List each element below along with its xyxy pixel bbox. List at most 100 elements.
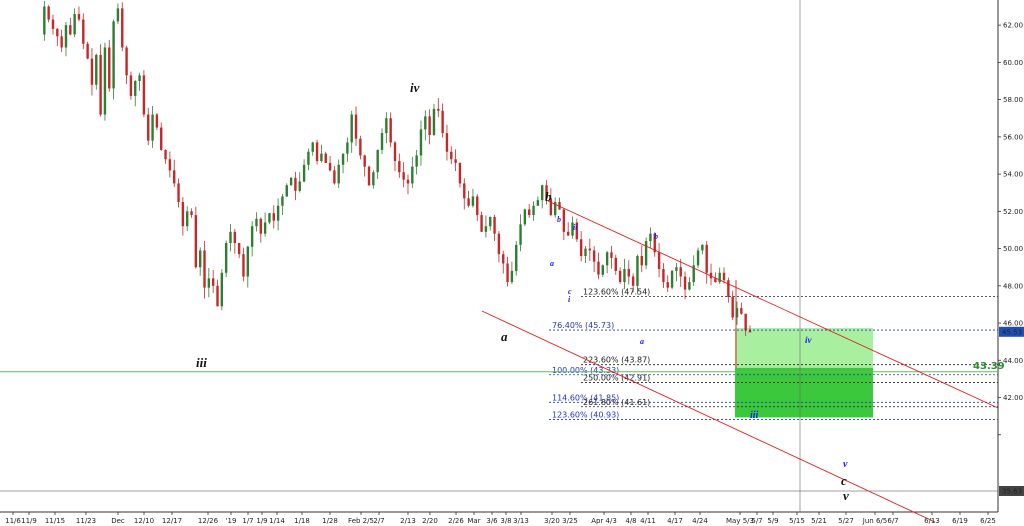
candle-body bbox=[337, 164, 340, 184]
candle-body bbox=[428, 116, 431, 135]
candle-body bbox=[220, 272, 224, 307]
candle-body bbox=[194, 215, 198, 268]
x-tick-label: 5/7 bbox=[751, 517, 762, 525]
candle-body bbox=[121, 8, 124, 48]
x-tick-label: 11/6 bbox=[5, 517, 21, 525]
candle-body bbox=[90, 58, 94, 85]
candle-body bbox=[662, 269, 665, 283]
candle-body bbox=[579, 239, 583, 257]
wave-label: a bbox=[550, 259, 554, 268]
candle-body bbox=[294, 177, 297, 191]
candle-body bbox=[493, 216, 496, 234]
candle-body bbox=[445, 133, 449, 152]
candle-body bbox=[644, 241, 648, 266]
candle-body bbox=[566, 231, 570, 236]
candle-body bbox=[233, 231, 237, 243]
x-tick-label: Jun 6/5 bbox=[862, 517, 887, 525]
candle-body bbox=[540, 185, 544, 201]
fib-label: 123.60% (47.54) bbox=[583, 287, 650, 296]
candle-body bbox=[683, 276, 687, 290]
x-tick-label: '19 bbox=[226, 517, 237, 525]
channel-upper-line bbox=[547, 200, 999, 409]
candle-body bbox=[740, 308, 743, 314]
candle-body bbox=[592, 250, 596, 262]
candle-body bbox=[696, 250, 700, 266]
candle-body bbox=[333, 170, 336, 184]
candle-body bbox=[203, 250, 206, 288]
candle-body bbox=[675, 267, 678, 271]
candle-body bbox=[549, 198, 553, 216]
candle-body bbox=[618, 270, 622, 283]
candle-body bbox=[129, 75, 133, 96]
x-tick-label: 6/19 bbox=[952, 517, 968, 525]
candle-body bbox=[506, 263, 509, 283]
candle-body bbox=[263, 222, 267, 234]
candle-body bbox=[229, 231, 232, 243]
x-tick-label: 1/9 bbox=[256, 517, 267, 525]
y-tick-label: 58.00 bbox=[1003, 96, 1023, 104]
candle-body bbox=[523, 209, 527, 225]
candle-body bbox=[190, 211, 193, 216]
candle-body bbox=[467, 198, 470, 206]
wave-label: b bbox=[654, 232, 658, 241]
candle-body bbox=[177, 183, 180, 203]
candle-body bbox=[142, 75, 146, 115]
candle-body bbox=[558, 202, 561, 210]
last-price-label: 45.53 bbox=[1002, 328, 1022, 336]
candle-body bbox=[502, 254, 505, 264]
candle-body bbox=[718, 272, 721, 283]
x-tick-label: 3/13 bbox=[513, 517, 529, 525]
candle-body bbox=[575, 222, 579, 240]
candle-body bbox=[376, 149, 379, 173]
candle-body bbox=[359, 138, 362, 156]
x-tick-label: 4/11 bbox=[640, 517, 656, 525]
x-tick-label: 6/13 bbox=[924, 517, 940, 525]
candle-body bbox=[268, 213, 271, 223]
candle-body bbox=[484, 226, 488, 232]
target-zone-upper bbox=[735, 328, 873, 368]
candle-body bbox=[108, 47, 111, 89]
candle-body bbox=[489, 216, 492, 227]
candle-body bbox=[380, 133, 384, 150]
candle-body bbox=[432, 108, 436, 135]
candle-body bbox=[298, 181, 301, 191]
y-tick-label: 44.00 bbox=[1003, 357, 1023, 365]
candle-body bbox=[393, 142, 397, 162]
wave-label: v bbox=[843, 488, 849, 503]
candle-body bbox=[125, 47, 128, 76]
wave-label: iv bbox=[410, 80, 420, 95]
x-tick-label: 5/15 bbox=[789, 517, 805, 525]
x-tick-label: 4/24 bbox=[692, 517, 708, 525]
x-tick-label: 11/15 bbox=[45, 517, 65, 525]
x-tick-label: 1/7 bbox=[242, 517, 253, 525]
candle-body bbox=[571, 222, 574, 236]
x-tick-label: 3/20 bbox=[544, 517, 560, 525]
candle-body bbox=[666, 282, 669, 288]
candle-body bbox=[458, 162, 462, 184]
y-tick-label: 62.00 bbox=[1003, 22, 1023, 30]
candle-body bbox=[363, 155, 366, 167]
candle-body bbox=[198, 250, 202, 268]
wave-label: iv bbox=[805, 335, 813, 345]
candle-body bbox=[181, 202, 185, 227]
candle-body bbox=[64, 25, 68, 48]
candle-body bbox=[211, 278, 215, 286]
fib-label: 123.60% (40.93) bbox=[552, 410, 619, 419]
x-tick-label: 1/28 bbox=[322, 517, 338, 525]
candle-body bbox=[701, 244, 704, 251]
candle-body bbox=[185, 211, 189, 227]
candle-body bbox=[47, 6, 50, 20]
candle-body bbox=[116, 8, 120, 22]
y-tick-label: 54.00 bbox=[1003, 171, 1023, 179]
candle-body bbox=[272, 213, 275, 221]
candle-body bbox=[415, 155, 418, 167]
candle-body bbox=[289, 177, 293, 186]
candle-body bbox=[605, 252, 609, 266]
candle-body bbox=[367, 166, 371, 186]
x-tick-label: 2/7 bbox=[373, 517, 384, 525]
candle-body bbox=[324, 153, 327, 163]
wave-label: a bbox=[501, 329, 508, 344]
candle-body bbox=[164, 149, 167, 160]
candle-body bbox=[73, 13, 76, 35]
